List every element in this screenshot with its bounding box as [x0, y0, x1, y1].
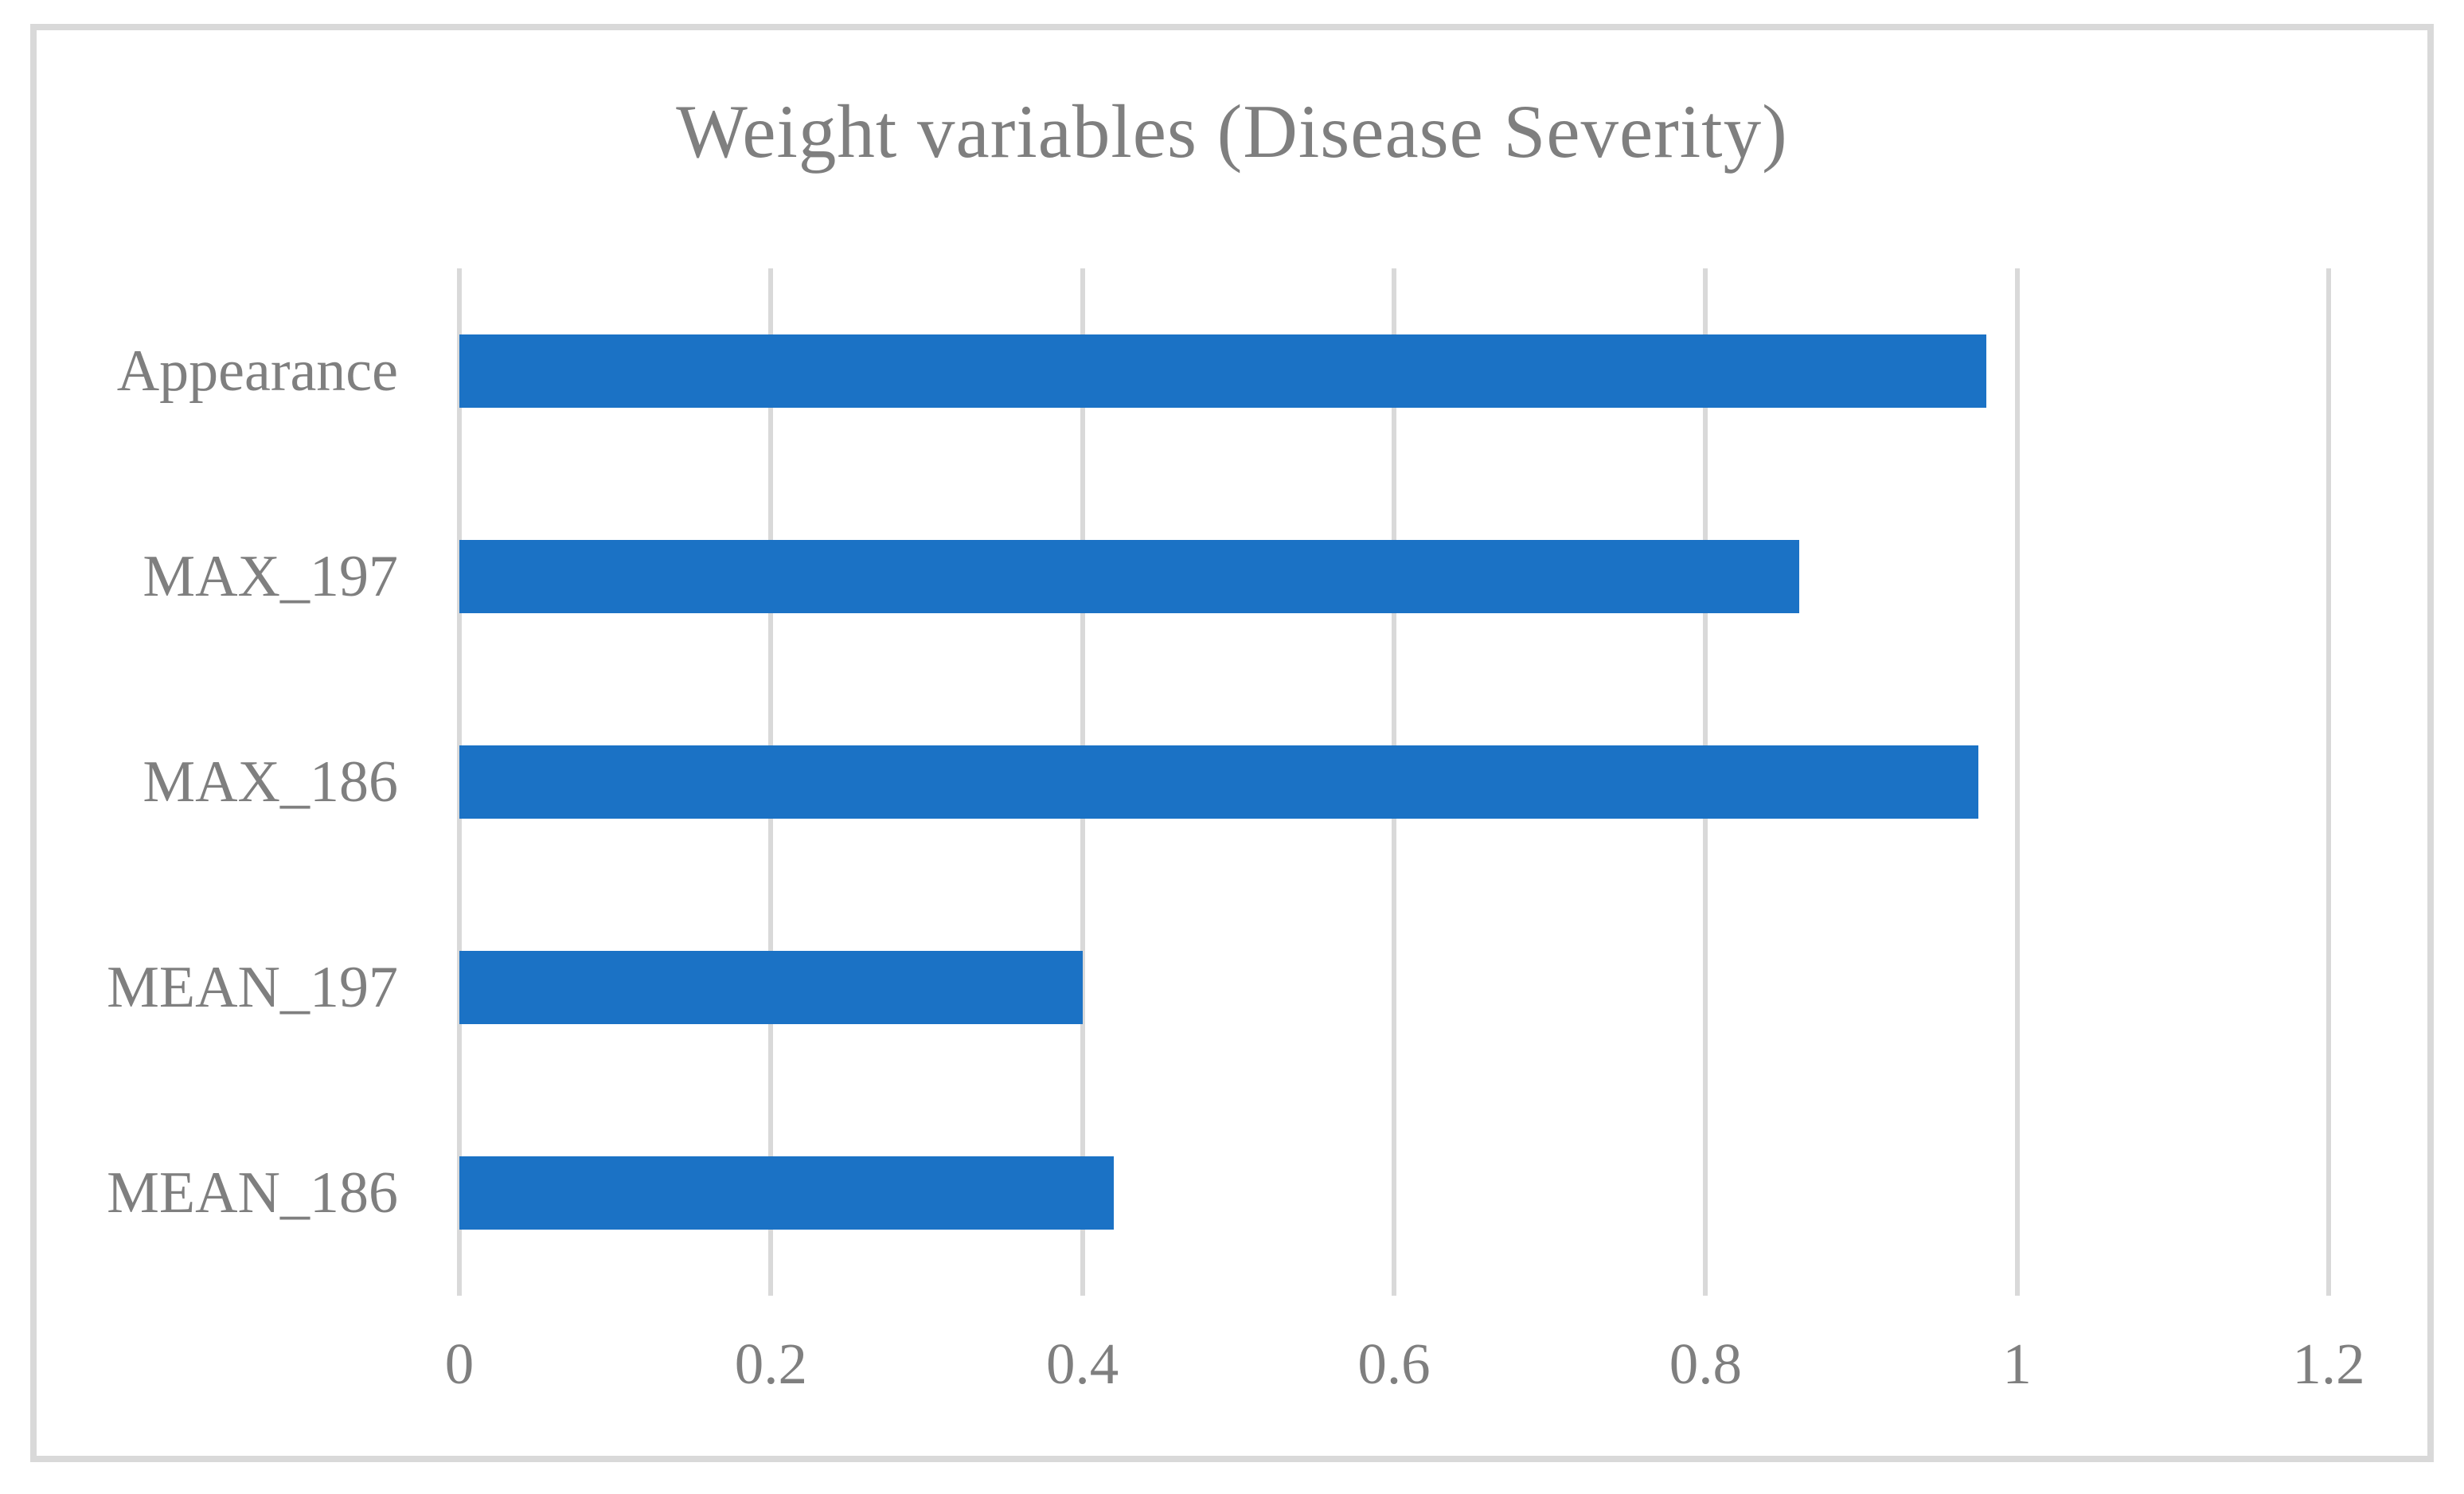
x-tick-label-1.2: 1.2: [2292, 1332, 2365, 1396]
bar-max_197: [459, 540, 1799, 613]
plot-area: [457, 268, 2331, 1296]
x-tick-label-0.6: 0.6: [1357, 1332, 1431, 1396]
bar-mean_186: [459, 1156, 1114, 1230]
bar-appearance: [459, 334, 1986, 408]
bar-mean_197: [459, 951, 1083, 1024]
chart-title: Weight variables (Disease Severity): [676, 89, 1788, 174]
x-tick-label-0.2: 0.2: [734, 1332, 807, 1396]
category-label-mean_186: MEAN_186: [107, 1160, 398, 1226]
x-tick-label-1: 1: [2002, 1332, 2032, 1396]
x-tick-label-0: 0: [444, 1332, 474, 1396]
bar-max_186: [459, 745, 1978, 819]
gridline-1: [2014, 268, 2020, 1296]
category-label-appearance: Appearance: [116, 338, 398, 404]
category-label-mean_197: MEAN_197: [107, 955, 398, 1020]
x-tick-label-0.8: 0.8: [1669, 1332, 1742, 1396]
x-tick-label-0.4: 0.4: [1046, 1332, 1119, 1396]
category-label-max_197: MAX_197: [143, 544, 398, 609]
gridline-1.2: [2326, 268, 2331, 1296]
category-label-max_186: MAX_186: [143, 749, 398, 815]
chart-frame: [30, 24, 2434, 1462]
